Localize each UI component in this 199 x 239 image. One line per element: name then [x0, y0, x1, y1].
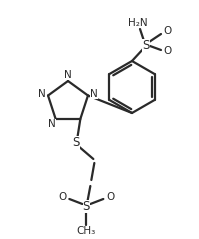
- Text: N: N: [64, 70, 72, 80]
- Text: CH₃: CH₃: [77, 226, 96, 236]
- Text: O: O: [106, 192, 114, 202]
- Text: N: N: [38, 89, 46, 99]
- Text: H₂N: H₂N: [128, 18, 148, 28]
- Text: O: O: [58, 192, 66, 202]
- Text: S: S: [73, 136, 80, 149]
- Text: O: O: [164, 46, 172, 56]
- Text: O: O: [164, 26, 172, 36]
- Text: N: N: [48, 119, 56, 129]
- Text: S: S: [142, 38, 150, 51]
- Text: S: S: [83, 201, 90, 213]
- Text: N: N: [90, 89, 98, 99]
